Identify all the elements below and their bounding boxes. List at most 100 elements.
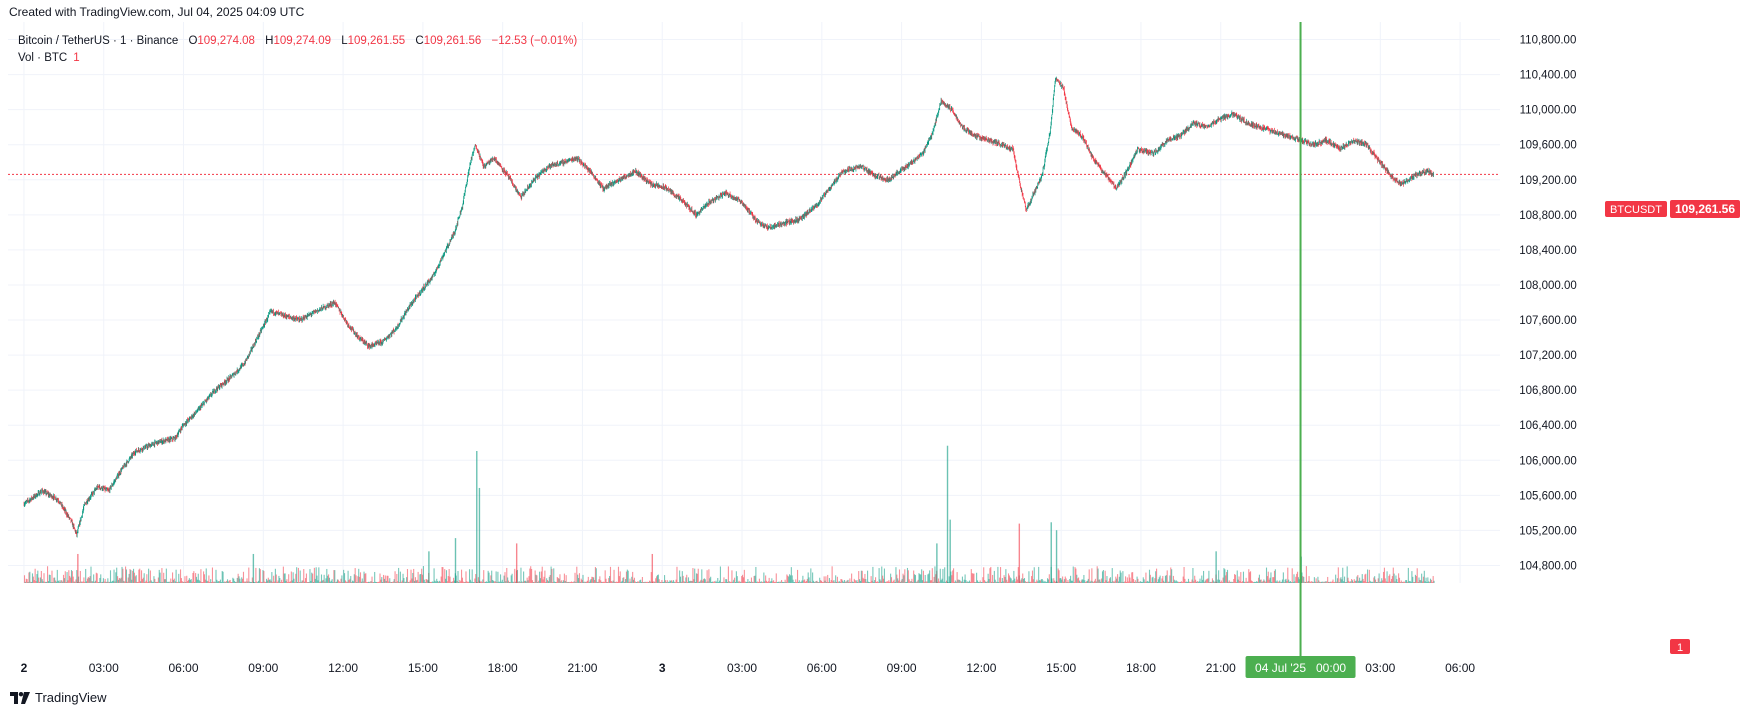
volume-bar	[243, 581, 245, 583]
volume-bar	[1172, 575, 1174, 583]
volume-bar	[1257, 581, 1259, 583]
volume-bar	[1303, 576, 1305, 583]
volume-bar	[939, 568, 941, 583]
volume-bar	[789, 574, 791, 583]
volume-bar	[1012, 580, 1014, 583]
symbol-label[interactable]: Bitcoin / TetherUS · 1 · Binance	[18, 35, 179, 47]
volume-bar	[542, 579, 544, 583]
volume-bar	[998, 581, 1000, 583]
volume-bar	[1043, 581, 1045, 583]
volume-bar	[642, 581, 644, 583]
volume-bar	[205, 568, 207, 583]
volume-bar	[241, 577, 243, 583]
volume-bar	[1203, 570, 1205, 583]
volume-bar	[1148, 581, 1150, 583]
volume-bar	[270, 580, 272, 583]
volume-bar	[483, 570, 485, 583]
volume-bar	[1380, 581, 1382, 583]
volume-bar	[1003, 575, 1005, 583]
volume-bar	[187, 581, 189, 583]
volume-bar	[1421, 573, 1423, 583]
volume-bar	[1103, 581, 1105, 583]
volume-bar	[716, 581, 718, 583]
volume-bar	[1099, 579, 1101, 583]
volume-bar	[1071, 580, 1073, 583]
volume-bar	[449, 576, 451, 583]
volume-bar	[1325, 581, 1327, 583]
volume-bar	[618, 576, 620, 583]
volume-label[interactable]: Vol · BTC	[18, 52, 68, 64]
volume-bar	[1030, 581, 1032, 583]
volume-bar	[175, 569, 177, 583]
volume-bar	[1190, 581, 1192, 583]
volume-bar	[1315, 578, 1317, 583]
volume-bar	[544, 570, 546, 583]
change-value: −12.53 (−0.01%)	[491, 35, 578, 47]
time-tick-label: 21:00	[567, 661, 597, 675]
volume-bar	[1098, 579, 1100, 583]
volume-bar	[823, 576, 825, 583]
volume-bar	[1168, 581, 1170, 583]
volume-bar	[964, 574, 966, 583]
volume-bar	[804, 579, 806, 583]
volume-bar	[1084, 580, 1086, 583]
volume-bar	[351, 581, 353, 583]
volume-bar	[162, 581, 164, 583]
volume-bar	[1124, 581, 1126, 583]
volume-bar	[615, 581, 617, 583]
volume-bar	[401, 580, 403, 583]
volume-bar	[506, 567, 508, 583]
price-tick-label: 105,600.00	[1519, 490, 1577, 502]
volume-bar	[546, 580, 549, 583]
volume-bar	[761, 582, 763, 583]
volume-bar	[1411, 571, 1413, 583]
open-label: O	[188, 35, 198, 47]
volume-bar	[320, 574, 323, 583]
volume-bar	[148, 568, 150, 583]
volume-bar	[1005, 569, 1007, 583]
volume-bar	[848, 582, 850, 583]
volume-bar	[362, 581, 364, 583]
volume-bar	[86, 578, 88, 583]
volume-bar	[875, 581, 877, 583]
volume-bar	[1304, 581, 1306, 583]
volume-bar	[1383, 567, 1385, 583]
volume-spike	[936, 543, 938, 583]
volume-bar	[1263, 579, 1265, 583]
volume-bar	[185, 581, 187, 583]
volume-bar	[1232, 581, 1234, 583]
brand-label: TradingView	[35, 690, 107, 705]
volume-bar	[1148, 569, 1151, 583]
volume-bar	[1302, 576, 1304, 583]
volume-bar	[1078, 577, 1080, 583]
volume-bar	[328, 574, 330, 583]
volume-bar	[781, 579, 783, 583]
volume-bar	[511, 573, 513, 583]
volume-bar	[238, 576, 240, 583]
volume-bar	[923, 581, 925, 583]
volume-bar	[1406, 580, 1408, 583]
volume-bar	[658, 579, 660, 583]
volume-bar	[636, 581, 638, 583]
volume-bar	[1296, 571, 1299, 583]
volume-bar	[1429, 581, 1431, 583]
volume-bar	[54, 577, 56, 583]
volume-bar	[386, 575, 388, 583]
volume-bar	[115, 572, 117, 583]
volume-bar	[486, 581, 488, 583]
volume-bar	[1114, 580, 1116, 583]
volume-bar	[1251, 581, 1253, 583]
volume-bar	[876, 581, 878, 583]
volume-bar	[824, 580, 826, 583]
volume-bar	[516, 569, 518, 583]
volume-bar	[990, 566, 992, 583]
volume-bar	[728, 581, 730, 583]
volume-bar	[1391, 576, 1393, 583]
volume-bar	[444, 569, 446, 583]
volume-bar	[211, 567, 213, 583]
volume-bar	[700, 579, 702, 583]
volume-bar	[87, 577, 89, 583]
volume-bar	[1109, 577, 1112, 583]
volume-bar	[383, 578, 385, 583]
